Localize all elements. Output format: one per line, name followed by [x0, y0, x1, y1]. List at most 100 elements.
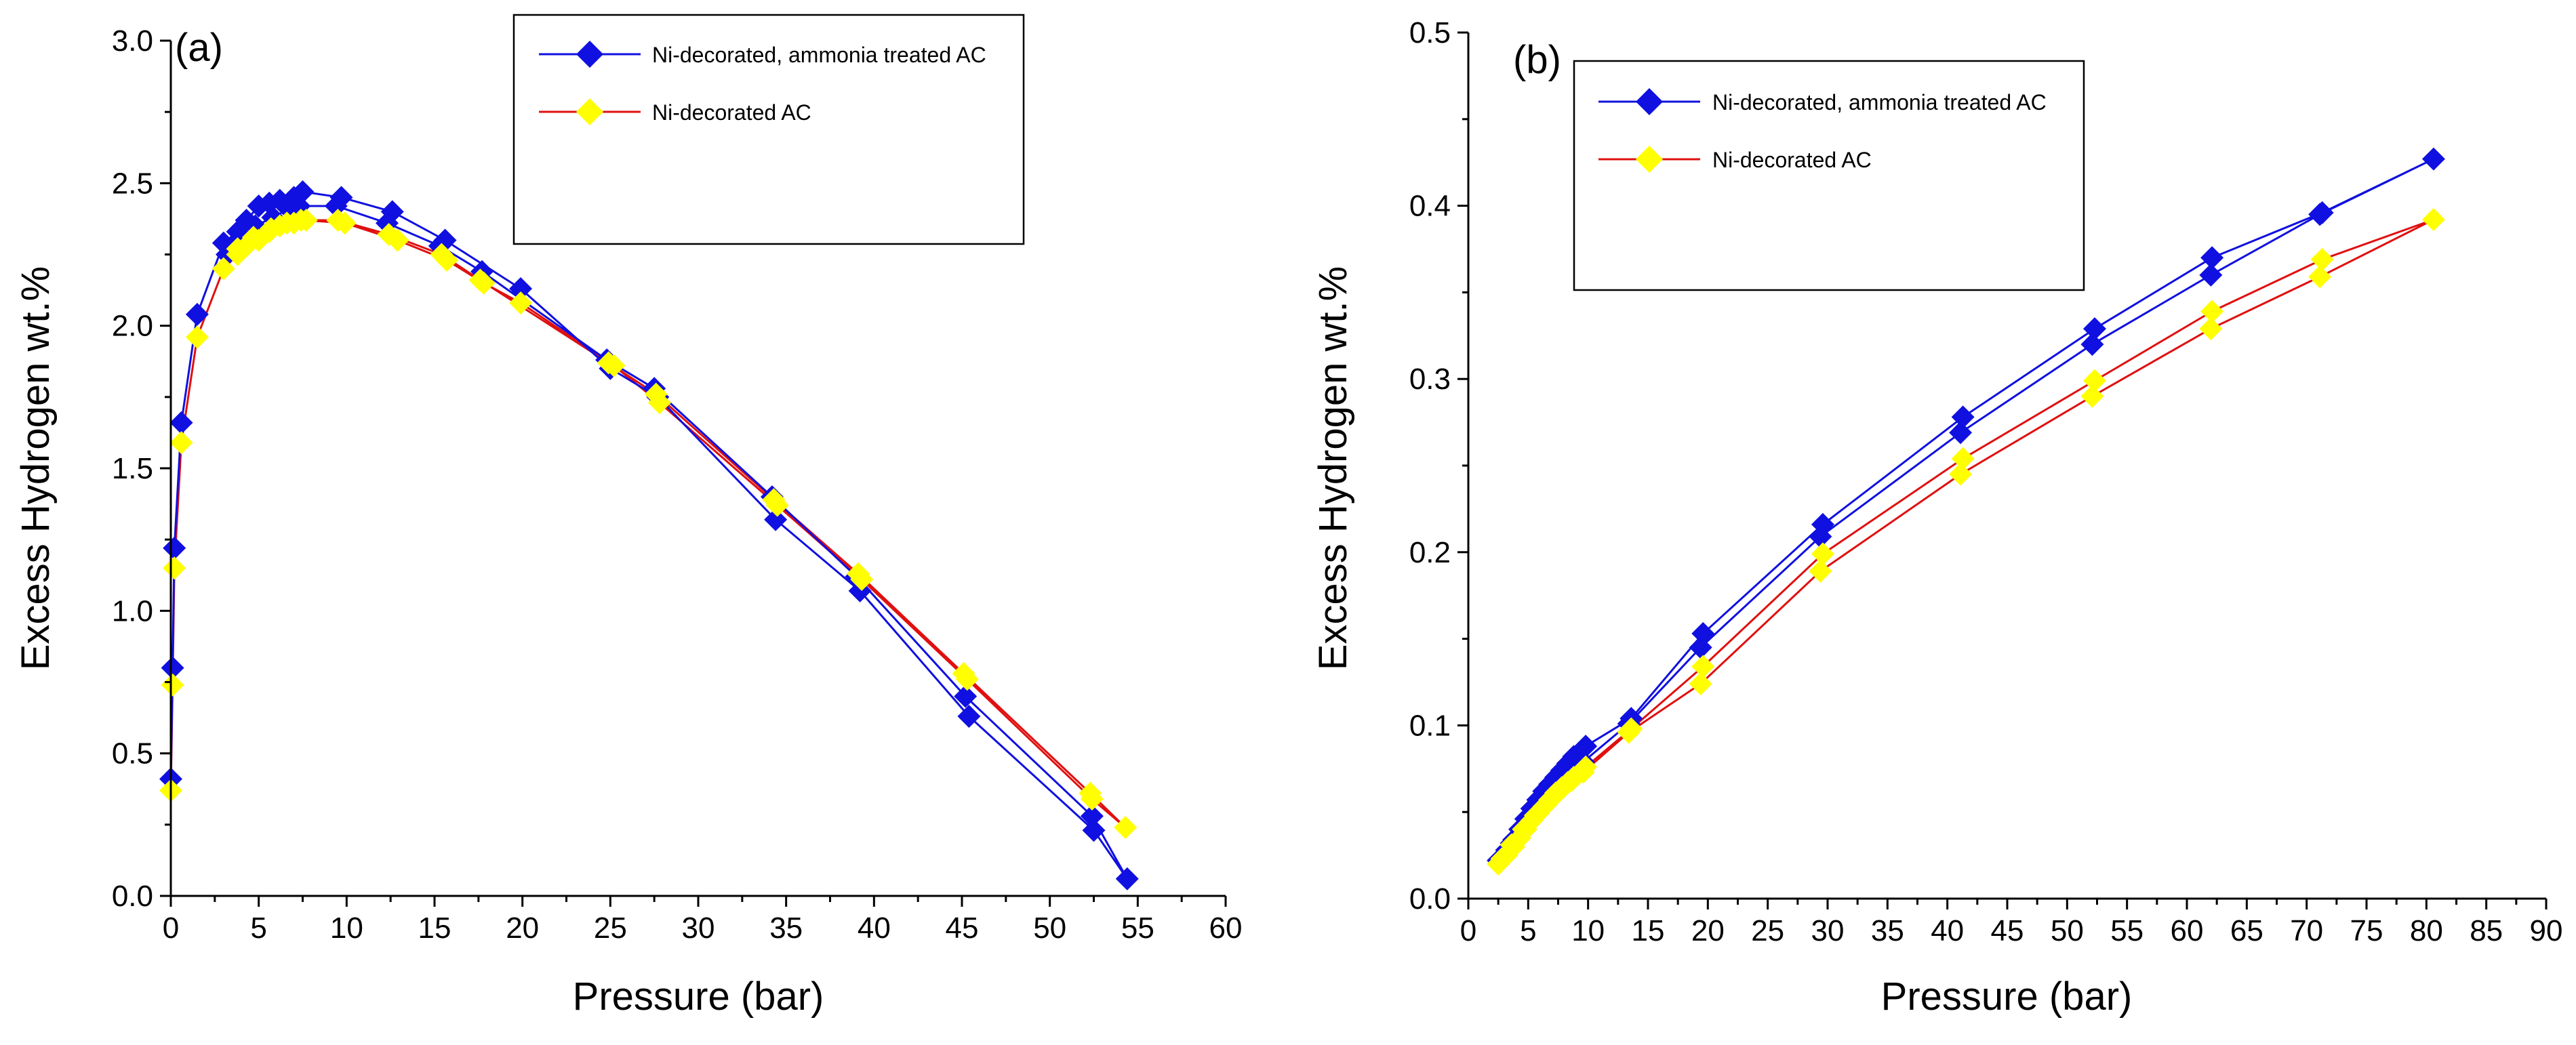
panel-b-series-2-point — [1535, 792, 1559, 815]
panel-a-series-2-point — [644, 382, 668, 406]
panel-b-series-1-point — [1574, 735, 1598, 758]
panel-b-series-1-point — [1951, 405, 1975, 429]
panel-a-series-markers — [159, 180, 1139, 890]
panel-a-legend-marker-series-2 — [576, 98, 603, 125]
panel-b-x-tick-label-3: 15 — [1632, 914, 1665, 947]
panel-b-x-tick-label-7: 35 — [1871, 914, 1904, 947]
panel-a-legend-marker-series-1 — [576, 41, 603, 68]
panel-a-label: (a) — [175, 26, 223, 70]
panel-a-series-2-point — [509, 291, 533, 315]
panel-b-series-2-point — [1689, 672, 1712, 696]
panel-b-series-2-point — [1548, 779, 1571, 803]
panel-a-series-2-point — [377, 223, 401, 247]
panel-b-x-tick-label-9: 45 — [1991, 914, 2024, 947]
panel-a-series-1-point — [957, 704, 981, 728]
panel-a-series-2-point — [762, 488, 786, 512]
panel-b-x-tick-label-13: 65 — [2230, 914, 2263, 947]
panel-a-x-tick-label-1: 5 — [250, 911, 266, 945]
panel-b-x-tick-label-12: 60 — [2171, 914, 2204, 947]
panel-b-x-tick-label-15: 75 — [2350, 914, 2383, 947]
panel-b-x-tick-label-8: 40 — [1931, 914, 1964, 947]
panel-b-series-1-point — [1689, 636, 1712, 659]
panel-a-series-2-point — [468, 268, 492, 292]
panel-b-series-2-point — [2421, 208, 2445, 232]
panel-a-x-tick-label-11: 55 — [1121, 911, 1154, 945]
panel-a: 0 5 10 15 20 25 30 35 40 45 50 55 60 0.0 0.5 1.0 1.5 2.0… — [14, 14, 1243, 1019]
panel-b-series-1-point — [2200, 246, 2224, 270]
panel-b-series-2-point — [2080, 384, 2104, 408]
panel-b-x-axis-title: Pressure (bar) — [1881, 975, 2133, 1019]
panel-b-label: (b) — [1513, 38, 1561, 82]
panel-b-x-tick-label-11: 55 — [2110, 914, 2144, 947]
panel-a-y-tick-label-2: 1.0 — [112, 594, 153, 628]
panel-b-series-1-point — [2308, 203, 2332, 226]
panel-b-y-tick-label-5: 0.5 — [1409, 16, 1451, 49]
panel-b-series-2-point — [1523, 804, 1547, 827]
panel-a-series-2-point — [430, 243, 454, 266]
panel-b-series-1-point — [1809, 525, 1832, 548]
panel-b-series-1-point — [2421, 147, 2445, 171]
panel-a-x-tick-label-6: 30 — [682, 911, 715, 945]
panel-a-y-ticks: 0.0 0.5 1.0 1.5 2.0 2.5 3.0 — [112, 24, 171, 913]
panel-a-y-axis-title: Excess Hydrogen wt.% — [14, 266, 58, 670]
panel-a-series-1-point — [161, 656, 184, 680]
panel-a-series-1-point — [954, 684, 978, 708]
panel-b-legend-label-series-1: Ni-decorated, ammonia treated AC — [1712, 90, 2047, 115]
panel-b-series-2-point — [1949, 462, 1973, 486]
panel-a-y-tick-label-6: 3.0 — [112, 24, 153, 58]
panel-b-series-2-point — [1490, 847, 1514, 871]
panel-a-series-1-line — [169, 190, 1129, 880]
panel-b-series-2-point — [2308, 265, 2332, 289]
panel-b-y-axis-title: Excess Hydrogen wt.% — [1311, 266, 1355, 670]
panel-b-series-2-point — [1691, 655, 1715, 678]
panel-a-series-2-point — [241, 226, 265, 249]
panel-b-x-tick-label-0: 0 — [1460, 914, 1476, 947]
panel-b-x-tick-label-14: 70 — [2290, 914, 2323, 947]
panel-a-x-tick-label-12: 60 — [1209, 911, 1243, 945]
panel-a-series-2-point — [161, 673, 184, 697]
panel-a-x-tick-label-2: 10 — [330, 911, 363, 945]
panel-a-series-1-point — [1115, 867, 1139, 890]
panel-b-series-2-point — [1512, 817, 1535, 841]
panel-b-y-tick-label-4: 0.4 — [1409, 190, 1451, 223]
panel-b-y-tick-label-2: 0.2 — [1409, 536, 1451, 569]
panel-b-series-markers — [1487, 147, 2445, 876]
panel-a-y-tick-label-1: 0.5 — [112, 737, 153, 771]
panel-b-series-2-point — [2082, 369, 2106, 392]
panel-a-series-2-point — [1079, 781, 1102, 805]
panel-b-legend-marker-series-1 — [1636, 88, 1663, 115]
panel-a-series-2-point — [212, 257, 235, 281]
panel-b: 0 5 10 15 20 25 30 35 40 45 50 55 60 65 70 75 80 85 90 0.0… — [1311, 16, 2562, 1019]
panel-b-y-tick-label-0: 0.0 — [1409, 882, 1451, 916]
panel-a-series-2-point — [185, 325, 209, 349]
panel-b-series-2-point — [1617, 720, 1641, 744]
panel-b-legend-marker-series-2 — [1636, 146, 1663, 173]
panel-b-y-tick-label-3: 0.3 — [1409, 363, 1451, 396]
panel-b-x-tick-label-2: 10 — [1571, 914, 1605, 947]
panel-b-series-2-point — [1809, 559, 1832, 583]
panel-a-legend: Ni-decorated, ammonia treated AC Ni-deco… — [512, 14, 1025, 245]
panel-b-x-ticks: 0 5 10 15 20 25 30 35 40 45 50 55 60 65 70 75 80 85 90 — [1460, 899, 2562, 947]
panel-a-series-lines — [169, 190, 1129, 880]
panel-a-y-tick-label-5: 2.5 — [112, 167, 153, 200]
panel-a-series-2-point — [846, 562, 870, 586]
panel-b-series-1-point — [2199, 263, 2223, 287]
panel-b-series-2-point — [2310, 247, 2334, 271]
panel-a-x-ticks: 0 5 10 15 20 25 30 35 40 45 50 55 60 — [163, 896, 1243, 945]
panel-b-x-tick-label-4: 20 — [1691, 914, 1725, 947]
panel-a-series-2-point — [326, 209, 350, 232]
panel-a-series-1-point — [509, 276, 533, 300]
panel-b-series-2-point — [2199, 317, 2223, 341]
panel-a-x-tick-label-3: 15 — [418, 911, 451, 945]
panel-b-x-tick-label-6: 30 — [1811, 914, 1845, 947]
panel-a-series-2-point — [1114, 816, 1138, 840]
panel-b-series-1-point — [2080, 333, 2104, 356]
panel-a-x-tick-label-9: 45 — [946, 911, 979, 945]
panel-a-x-tick-label-8: 40 — [858, 911, 891, 945]
panel-b-series-2-point — [1951, 447, 1975, 470]
panel-a-series-1-point — [1080, 804, 1104, 828]
panel-b-x-tick-label-10: 50 — [2051, 914, 2084, 947]
panel-b-series-2-point — [1500, 833, 1523, 857]
panel-a-series-1-point — [1082, 819, 1106, 842]
